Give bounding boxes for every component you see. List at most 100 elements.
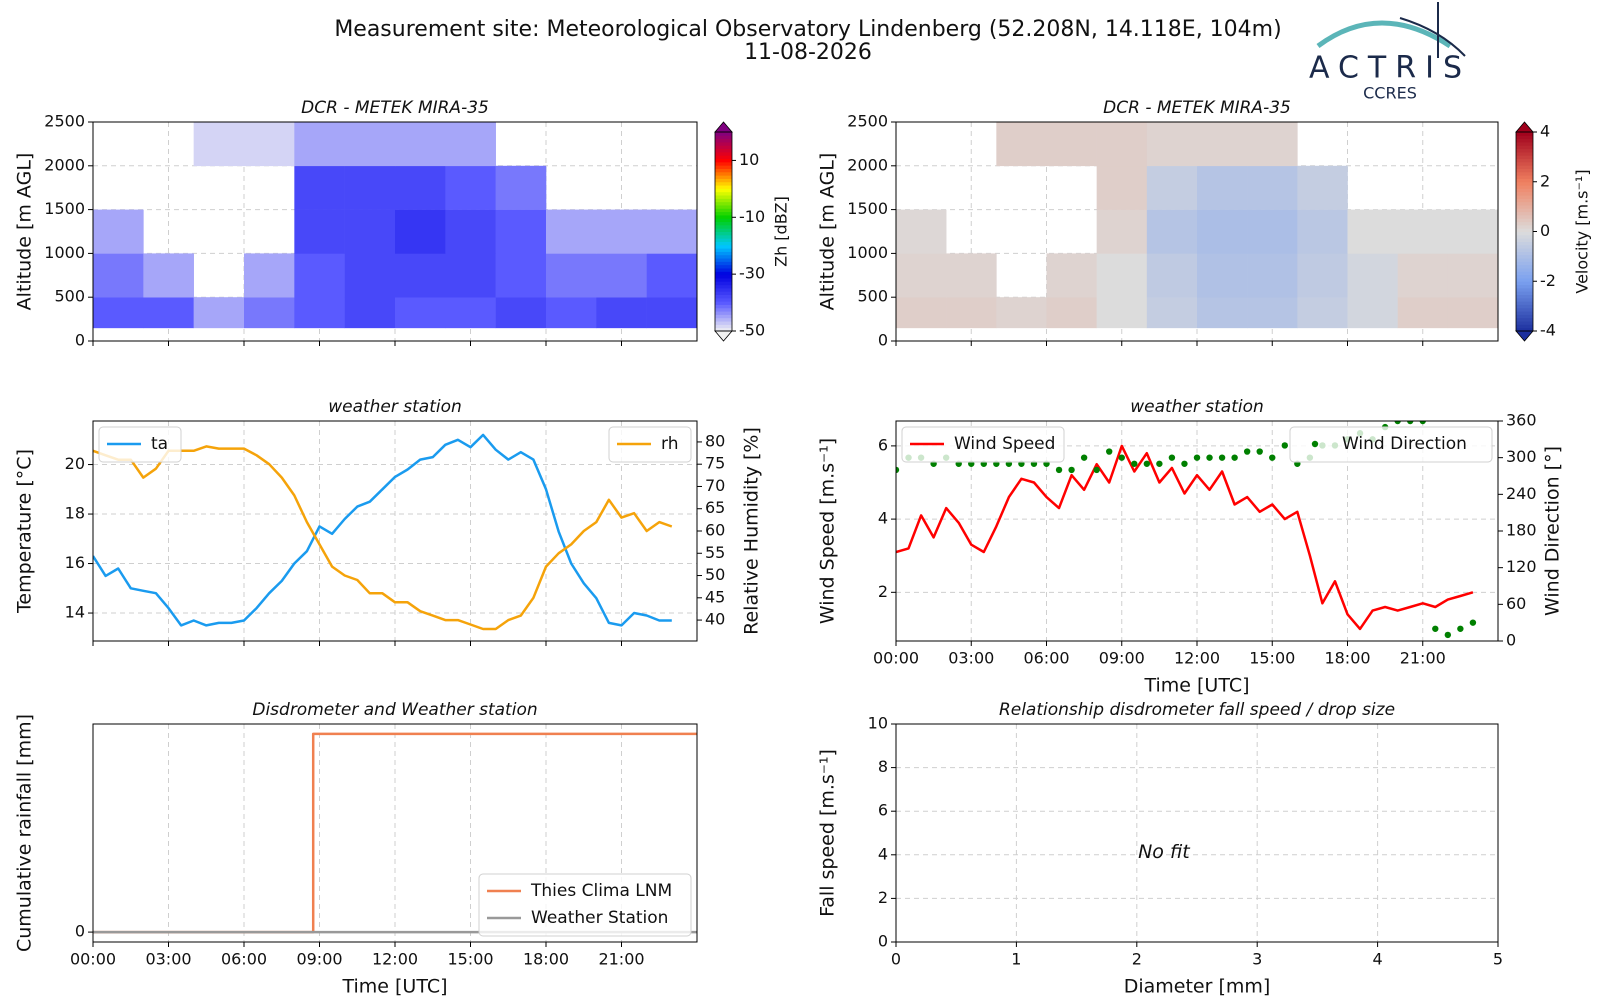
- heatmap-cell: [93, 297, 144, 329]
- y-tick-label: 0: [878, 331, 888, 350]
- legend-box: [1289, 426, 1493, 463]
- heatmap-cell: [996, 122, 1047, 167]
- heatmap-cell: [946, 253, 997, 298]
- heatmap-cell: [193, 297, 245, 329]
- y-tick-label: 20: [65, 454, 85, 473]
- heatmap-cell: [546, 297, 597, 329]
- colorbar-segment: [1516, 145, 1533, 150]
- heatmap-cell: [1146, 297, 1198, 329]
- colorbar-segment: [1516, 294, 1533, 299]
- marker: [1093, 466, 1100, 474]
- colorbar-segment: [715, 201, 732, 206]
- heatmap-cell: [294, 165, 345, 210]
- colorbar-segment: [1516, 284, 1533, 289]
- marker: [1432, 625, 1439, 632]
- colorbar-segment: [1516, 297, 1533, 302]
- colorbar-segment: [715, 211, 732, 216]
- figure-date: 11-08-2026: [744, 40, 872, 65]
- x-tick-label: 5: [1493, 950, 1503, 969]
- line: [93, 445, 673, 631]
- colorbar-segment: [1516, 228, 1533, 232]
- heatmap-cell: [546, 209, 597, 254]
- heatmap-cell: [143, 297, 194, 329]
- heatmap-cell: [596, 297, 647, 329]
- marker: [1444, 631, 1452, 639]
- colorbar-segment: [715, 195, 732, 199]
- colorbar-tick-label: -4: [1540, 321, 1556, 340]
- marker: [1156, 460, 1163, 467]
- x-tick-label: 00:00: [70, 950, 116, 969]
- colorbar-segment: [1516, 317, 1533, 322]
- heatmap-cell: [1397, 297, 1449, 329]
- y2-tick-label: 45: [705, 587, 725, 606]
- colorbar-segment: [1516, 175, 1533, 179]
- y2-tick-label: 360: [1506, 411, 1537, 430]
- colorbar-tick-label: 2: [1540, 171, 1550, 190]
- y2-tick-label: 75: [705, 454, 725, 473]
- panel: DCR - METEK MIRA-35 0 500 1000 1500 2000 2500 A…: [14, 98, 791, 350]
- y-tick-label: 0: [878, 932, 888, 951]
- heatmap-cell: [244, 122, 295, 167]
- colorbar-extend: [714, 330, 733, 342]
- colorbar-segment: [1516, 171, 1533, 176]
- colorbar-segment: [715, 314, 732, 319]
- marker: [1168, 454, 1176, 461]
- y2-tick-label: 65: [705, 498, 725, 517]
- colorbar-extend: [714, 121, 733, 133]
- colorbar-segment: [715, 327, 732, 332]
- logo-subtitle: CCRES: [1363, 84, 1417, 103]
- x-tick-label: 03:00: [145, 950, 191, 969]
- y2-axis-label: Relative Humidity [%]: [741, 427, 763, 635]
- marker: [1193, 454, 1201, 461]
- marker: [1469, 619, 1477, 626]
- panel-title: weather station: [328, 397, 462, 417]
- x-tick-label: 4: [1373, 950, 1383, 969]
- heatmap-cell: [1247, 209, 1298, 254]
- colorbar-segment: [1516, 291, 1533, 296]
- colorbar-segment: [1516, 161, 1533, 166]
- colorbar-segment: [1516, 234, 1533, 239]
- colorbar-segment: [1516, 204, 1533, 209]
- heatmap-cell: [646, 253, 697, 298]
- colorbar-segment: [715, 324, 732, 329]
- colorbar-segment: [1516, 261, 1533, 266]
- marker: [1106, 448, 1113, 455]
- heatmap-cell: [1397, 253, 1449, 298]
- legend-label: Thies Clima LNM: [530, 881, 672, 901]
- annotation: No fit: [1138, 841, 1191, 863]
- colorbar-segment: [1516, 274, 1533, 279]
- x-tick-label: 06:00: [1023, 649, 1069, 668]
- marker: [1068, 466, 1075, 474]
- heatmap-cell: [1247, 165, 1298, 210]
- colorbar-segment: [1516, 214, 1533, 219]
- colorbar-segment: [715, 185, 732, 189]
- heatmap-cell: [896, 253, 947, 298]
- colorbar-segment: [715, 135, 732, 140]
- y-tick-label: 16: [65, 553, 85, 572]
- colorbar-segment: [715, 132, 732, 136]
- colorbar-segment: [1516, 221, 1533, 226]
- heatmap-cell: [1297, 253, 1348, 298]
- heatmap-cell: [1197, 122, 1248, 167]
- colorbar-segment: [1516, 185, 1533, 189]
- colorbar-segment: [715, 158, 732, 163]
- colorbar-segment: [1516, 267, 1533, 272]
- colorbar-segment: [1516, 188, 1533, 193]
- colorbar-segment: [715, 231, 732, 236]
- heatmap-cell: [1297, 209, 1348, 254]
- axes-frame: [895, 121, 1499, 342]
- line: [896, 444, 1474, 631]
- panel-title: DCR - METEK MIRA-35: [1103, 98, 1291, 118]
- y-tick-label: 2000: [44, 155, 85, 174]
- axes-frame: [92, 420, 698, 642]
- heatmap-cell: [445, 165, 496, 210]
- y2-tick-label: 55: [705, 543, 725, 562]
- x-tick-label: 12:00: [372, 950, 418, 969]
- legend-label: Wind Direction: [1342, 434, 1467, 454]
- marker: [1181, 460, 1188, 467]
- axes-frame: [92, 723, 698, 943]
- panel-title: DCR - METEK MIRA-35: [301, 98, 489, 118]
- legend-marker: [1311, 440, 1319, 448]
- heatmap-cell: [1146, 165, 1198, 210]
